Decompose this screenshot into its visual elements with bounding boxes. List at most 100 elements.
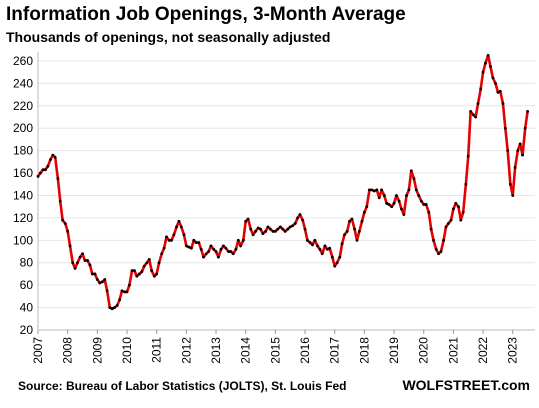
data-point [53,155,57,159]
data-point [209,244,213,248]
data-point [44,168,47,172]
data-point [264,229,267,233]
data-point [127,283,131,287]
data-point [355,238,359,242]
data-point [481,70,485,74]
data-point [182,233,186,237]
y-tick-label: 100 [13,233,33,247]
data-point [105,289,109,293]
data-point [66,229,70,233]
data-point [370,188,374,192]
data-point [68,244,72,248]
data-point [444,225,448,229]
data-point [466,154,470,158]
data-point [256,226,260,230]
data-point [234,247,238,251]
data-point [61,218,65,222]
data-point [214,250,218,253]
credit: WOLFSTREET.com [402,377,530,393]
x-tick-label: 2013 [209,337,223,364]
data-point [58,199,62,203]
data-point [157,261,161,265]
data-point [496,90,500,94]
data-point [288,225,292,229]
x-tick-label: 2010 [120,337,134,364]
data-point [98,281,102,285]
y-tick-label: 220 [13,99,33,113]
data-point [350,217,354,221]
data-point [63,222,67,225]
data-point [328,246,332,250]
data-point [219,247,223,251]
data-point [446,222,450,225]
data-point [150,269,154,272]
data-point [113,306,116,309]
data-point [202,255,205,259]
x-tick-label: 2017 [328,337,342,364]
data-point [222,244,225,248]
data-point [303,227,307,231]
y-tick-label: 60 [20,278,34,292]
y-tick-label: 40 [20,301,34,315]
data-point [296,216,300,220]
data-point [316,244,319,248]
data-point [190,246,193,250]
data-point [276,227,280,231]
data-point [160,252,164,256]
data-point [78,255,82,259]
data-point [271,229,275,233]
data-point [244,219,248,223]
data-point [498,89,502,93]
data-point [526,110,529,113]
data-point [414,188,418,192]
data-point [254,229,257,233]
data-point [81,252,84,256]
data-point [454,201,458,205]
data-point [506,149,510,153]
data-point [76,261,79,265]
data-point [486,53,490,57]
data-point [318,247,322,251]
data-point [279,225,282,229]
data-point [204,252,208,256]
data-point [397,199,401,203]
data-point [286,227,290,231]
data-point [177,219,181,223]
data-point [476,102,480,105]
data-point [155,272,159,276]
data-point [461,210,465,214]
data-point [392,201,396,205]
data-point [311,243,314,247]
data-point [301,218,305,222]
data-point [343,233,346,237]
data-point [83,259,87,262]
x-tick-label: 2021 [446,337,460,364]
y-tick-label: 200 [13,121,33,135]
data-point [449,218,453,222]
data-point [73,266,77,270]
data-point [338,255,342,259]
data-point [231,252,235,256]
data-point [259,227,262,231]
data-point [407,188,411,192]
data-point [167,238,171,242]
y-tick-label: 80 [20,256,34,270]
data-point [405,194,408,197]
data-point [192,238,196,242]
data-point [125,290,129,294]
data-point [103,278,107,281]
data-point [281,227,285,231]
data-point [118,298,121,302]
data-point [469,110,473,113]
x-tick-label: 2018 [357,337,371,364]
data-point [452,207,455,211]
y-tick-label: 160 [13,166,33,180]
data-point [368,188,371,192]
data-point [194,241,198,244]
data-point [266,225,270,229]
y-tick-label: 240 [13,76,33,90]
x-tick-label: 2008 [61,337,75,364]
data-point [291,224,294,228]
data-point [409,169,413,173]
data-point [165,235,168,239]
